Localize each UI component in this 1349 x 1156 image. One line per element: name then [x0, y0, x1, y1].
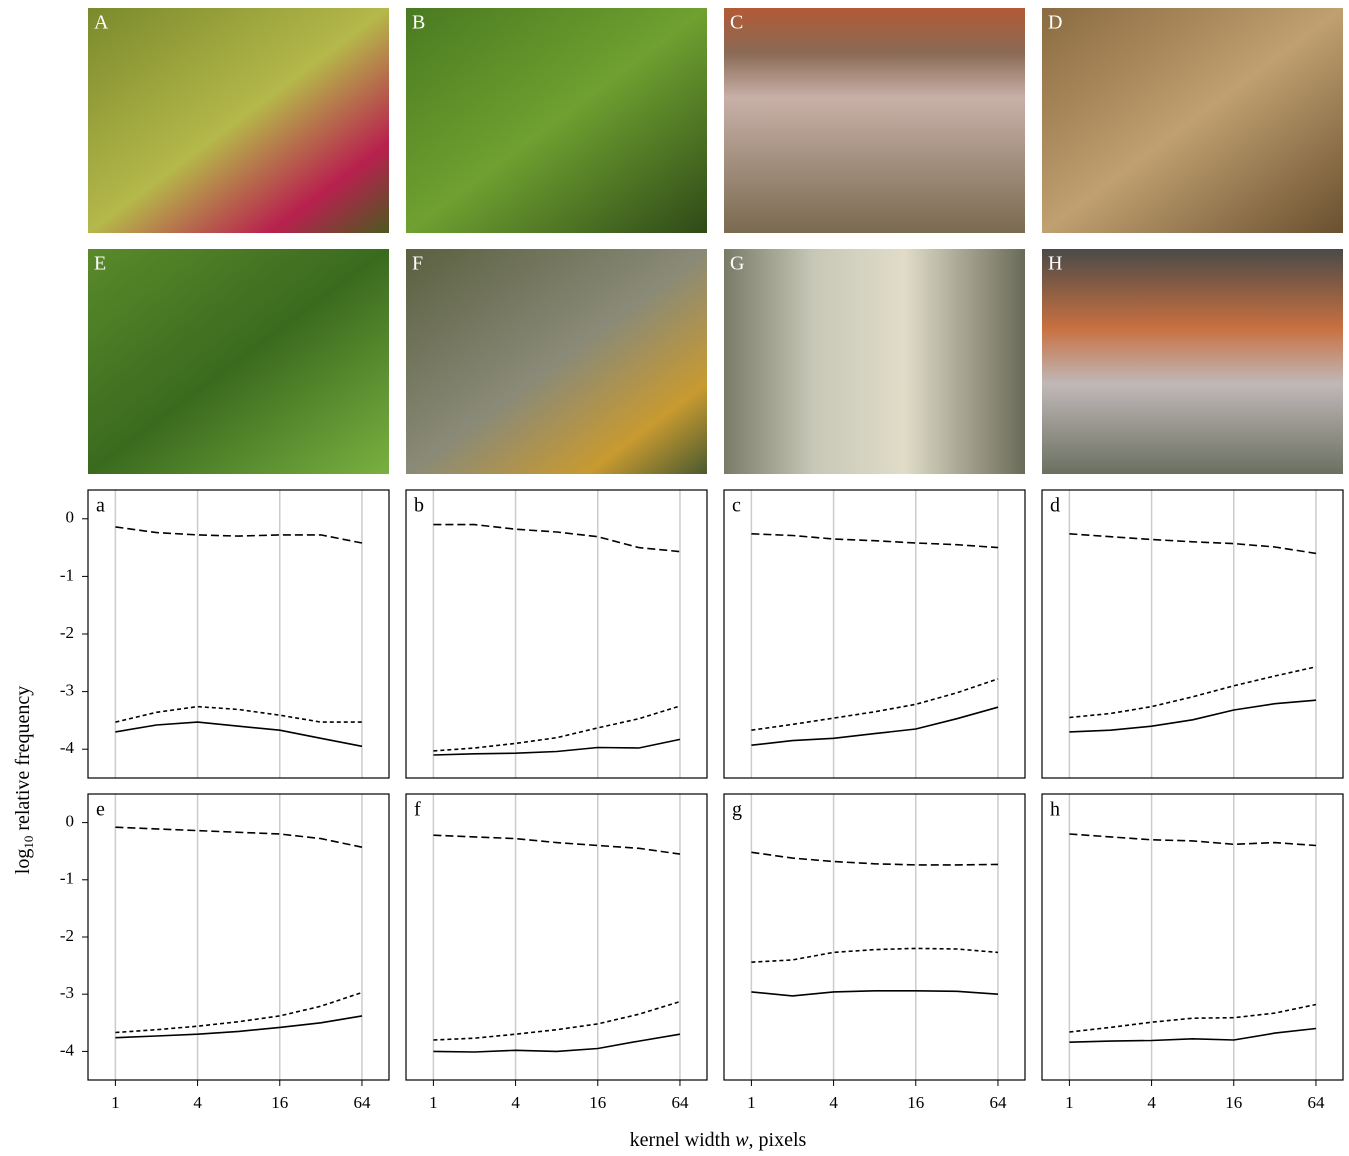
data-line	[1069, 833, 1317, 847]
photo	[406, 8, 707, 233]
x-tick-label: 4	[193, 1093, 202, 1112]
data-line	[1069, 1003, 1317, 1033]
x-tick-label: 16	[1225, 1093, 1242, 1112]
plot-frame	[87, 793, 390, 1081]
data-line	[751, 851, 999, 866]
x-label-part: w	[735, 1129, 749, 1151]
data-line	[1069, 1027, 1317, 1043]
photo-label: A	[94, 12, 109, 34]
panel-label: c	[732, 495, 741, 517]
panel-label: f	[414, 799, 421, 821]
photo-label: F	[412, 253, 423, 275]
data-line	[433, 523, 681, 553]
panel-label: a	[96, 495, 105, 517]
y-tick-label: 0	[66, 812, 75, 831]
data-line	[115, 826, 363, 848]
plot-frame	[1041, 489, 1344, 779]
y-tick-label: -3	[60, 983, 74, 1002]
panel-label: h	[1050, 799, 1060, 821]
plot-frame	[405, 489, 708, 779]
y-tick-label: 0	[66, 508, 75, 527]
x-tick-label: 64	[671, 1093, 689, 1112]
plot-frame	[723, 793, 1026, 1081]
data-line	[751, 706, 999, 746]
x-tick-label: 16	[907, 1093, 924, 1112]
y-tick-label: -1	[60, 565, 74, 584]
y-tick-label: -1	[60, 869, 74, 888]
x-tick-label: 4	[1147, 1093, 1156, 1112]
photo-grid	[88, 8, 1343, 474]
plot-frame	[87, 489, 390, 779]
photo-label: B	[412, 12, 425, 34]
x-tick-label: 1	[747, 1093, 756, 1112]
plot-frame	[723, 489, 1026, 779]
photo-label: H	[1048, 253, 1062, 275]
data-line	[433, 1000, 681, 1041]
x-tick-label: 16	[589, 1093, 606, 1112]
panel-label: d	[1050, 495, 1060, 517]
photo	[1042, 8, 1343, 233]
photo-label: G	[730, 253, 744, 275]
photo	[724, 8, 1025, 233]
data-line	[115, 705, 362, 723]
panel-label: g	[732, 799, 742, 821]
data-line	[751, 947, 999, 963]
y-tick-label: -4	[60, 1040, 75, 1059]
photo-label: D	[1048, 12, 1062, 34]
data-line	[433, 705, 681, 752]
photo	[88, 249, 389, 474]
x-tick-label: 64	[1307, 1093, 1325, 1112]
x-tick-label: 64	[353, 1093, 371, 1112]
y-tick-label: -2	[60, 623, 74, 642]
y-tick-label: -2	[60, 926, 74, 945]
data-line	[751, 533, 999, 549]
data-line	[433, 1033, 681, 1053]
panel-label: e	[96, 799, 105, 821]
x-tick-label: 16	[271, 1093, 288, 1112]
data-line	[115, 991, 363, 1034]
photo-label: E	[94, 253, 106, 275]
data-line	[115, 721, 363, 748]
x-tick-label: 1	[1065, 1093, 1074, 1112]
data-line	[433, 738, 681, 756]
x-label-part: kernel width	[630, 1129, 736, 1151]
x-axis-label: kernel width w, pixels	[630, 1129, 807, 1151]
plot-frame	[405, 793, 708, 1081]
data-line	[751, 678, 999, 731]
data-line	[115, 526, 363, 544]
y-label-part: log	[12, 849, 34, 875]
data-line	[1069, 533, 1317, 555]
x-tick-label: 1	[111, 1093, 120, 1112]
y-tick-label: -3	[60, 681, 74, 700]
y-tick-label: -4	[60, 738, 75, 757]
photo	[88, 8, 389, 233]
x-tick-label: 4	[511, 1093, 520, 1112]
photo	[1042, 249, 1343, 474]
x-label-part: , pixels	[749, 1129, 807, 1151]
data-line	[1069, 666, 1317, 719]
photo	[724, 249, 1025, 474]
y-axis-label: log10 relative frequency	[12, 686, 36, 874]
y-label-sub: 10	[21, 836, 36, 849]
data-line	[751, 990, 999, 997]
plot-frame	[1041, 793, 1344, 1081]
y-label-part: relative frequency	[12, 686, 34, 836]
photo	[406, 249, 707, 474]
panel-label: b	[414, 495, 424, 517]
x-tick-label: 64	[989, 1093, 1007, 1112]
data-line	[433, 834, 681, 855]
x-tick-label: 4	[829, 1093, 838, 1112]
photo-label: C	[730, 12, 743, 34]
x-tick-label: 1	[429, 1093, 438, 1112]
data-line	[1069, 699, 1317, 733]
data-line	[115, 1015, 363, 1039]
